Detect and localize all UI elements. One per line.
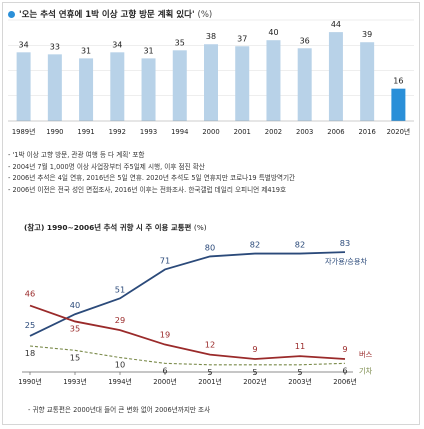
title-text: '오는 추석 연휴에 1박 이상 고향 방문 계획 있다' — [19, 10, 195, 20]
bar-value-label: 33 — [50, 42, 60, 51]
subtitle-unit: (%) — [193, 223, 207, 232]
data-label: 82 — [295, 240, 305, 250]
x-tick-label: 2000년 — [153, 377, 177, 386]
data-label: 5 — [207, 367, 212, 377]
bar-value-label: 39 — [362, 30, 372, 39]
data-label: 51 — [115, 284, 125, 294]
bar-chart: 34 1989년 33 1990 31 1991 34 1992 31 1993 35 1994 38 2… — [8, 19, 414, 136]
bar — [16, 52, 31, 121]
x-tick-label: 1992 — [109, 128, 126, 136]
notes-list: - '1박 이상 고향 방문, 관광 여행 등 다 계획' 포함 - 2004년… — [8, 150, 295, 196]
bar — [391, 88, 406, 121]
data-label: 29 — [115, 315, 125, 325]
line-chart: 1990년 1993년 1994년 2000년 2001년 2002년 2003년 2006년… — [18, 238, 373, 386]
bar — [110, 52, 125, 121]
series-line — [29, 345, 346, 366]
note-item: - '1박 이상 고향 방문, 관광 여행 등 다 계획' 포함 — [8, 151, 145, 159]
x-tick-label: 2003 — [296, 128, 313, 136]
data-label: 35 — [70, 323, 80, 333]
data-label: 82 — [250, 240, 260, 250]
bar-value-label: 34 — [112, 40, 122, 49]
data-label: 15 — [70, 352, 80, 362]
data-label: 25 — [25, 320, 35, 330]
note-item: - 2006년 이전은 전국 성인 면접조사, 2016년 이후는 전화조사. … — [8, 185, 287, 194]
data-label: 9 — [252, 344, 257, 354]
data-label: 11 — [295, 341, 305, 351]
data-label: 5 — [297, 367, 302, 377]
x-tick-label: 2016 — [358, 128, 375, 136]
x-tick-label: 1993년 — [63, 377, 87, 386]
bar-value-label: 37 — [237, 34, 247, 43]
bullet-dot-icon — [8, 11, 15, 18]
series-legend-label: 버스 — [359, 350, 373, 359]
note-item: - 2006년 추석은 4일 연휴, 2016년은 5일 연휴. 2020년 추… — [8, 174, 296, 183]
data-label: 10 — [115, 360, 125, 370]
data-label: 83 — [340, 238, 350, 248]
data-label: 6 — [162, 365, 167, 375]
series-line — [29, 251, 346, 337]
bar — [47, 54, 62, 122]
x-tick-label: 1994 — [171, 128, 188, 136]
bar-value-label: 38 — [206, 32, 216, 41]
x-tick-label: 2006 — [327, 128, 344, 136]
data-label: 18 — [25, 348, 35, 358]
x-tick-label: 2001 — [234, 128, 251, 136]
bar — [79, 58, 94, 121]
chart-frame — [2, 2, 420, 425]
series-legend-label: 기차 — [359, 366, 373, 375]
data-label: 6 — [342, 365, 347, 375]
x-tick-label: 1991 — [77, 128, 94, 136]
x-tick-label: 2006년 — [333, 377, 357, 386]
title-unit: (%) — [197, 10, 213, 20]
x-tick-label: 2002 — [265, 128, 282, 136]
x-tick-label: 1990 — [46, 128, 63, 136]
bar-value-label: 31 — [81, 46, 91, 55]
x-tick-label: 2003년 — [288, 377, 312, 386]
chart-title: '오는 추석 연휴에 1박 이상 고향 방문 계획 있다' (%) — [8, 8, 212, 20]
bar — [328, 32, 343, 122]
bar — [266, 40, 281, 122]
footnote: - 귀향 교통편은 2000년대 들어 큰 변화 없어 2006년까지만 조사 — [28, 406, 211, 414]
x-tick-label: 2000 — [202, 128, 219, 136]
note-item: - 2004년 7월 1,000명 이상 사업장부터 주5일제 시행, 이후 점… — [8, 162, 205, 171]
bar-value-label: 34 — [19, 40, 29, 49]
data-label: 40 — [70, 300, 80, 310]
data-label: 46 — [25, 289, 35, 299]
bar — [235, 46, 250, 122]
x-tick-label: 1994년 — [108, 377, 132, 386]
data-label: 5 — [252, 367, 257, 377]
bar-value-label: 36 — [300, 36, 310, 45]
x-tick-label: 2002년 — [243, 377, 267, 386]
x-tick-label: 1993 — [140, 128, 157, 136]
data-label: 71 — [160, 255, 170, 265]
bar — [141, 58, 156, 121]
bar — [172, 50, 187, 121]
line-chart-subtitle: (참고) 1990~2006년 추석 귀향 시 주 이용 교통편 (%) — [24, 222, 207, 233]
bar-value-label: 35 — [175, 38, 185, 47]
bar-value-label: 44 — [331, 20, 341, 29]
bar — [297, 48, 312, 121]
bar-value-label: 31 — [143, 46, 153, 55]
x-tick-label: 2020년 — [387, 127, 411, 136]
x-tick-label: 2001년 — [198, 377, 222, 386]
series-legend-label: 자가용/승용차 — [325, 257, 367, 266]
series-line — [29, 304, 346, 360]
data-label: 9 — [342, 344, 347, 354]
x-tick-label: 1989년 — [12, 127, 36, 136]
subtitle-text: (참고) 1990~2006년 추석 귀향 시 주 이용 교통편 — [24, 223, 192, 232]
bar — [360, 42, 375, 121]
data-label: 12 — [205, 340, 215, 350]
x-tick-label: 1990년 — [18, 377, 42, 386]
data-label: 19 — [160, 330, 170, 340]
bar — [204, 44, 218, 121]
data-label: 80 — [205, 242, 215, 252]
bar-value-label: 40 — [268, 28, 278, 37]
bar-value-label: 16 — [393, 77, 403, 86]
